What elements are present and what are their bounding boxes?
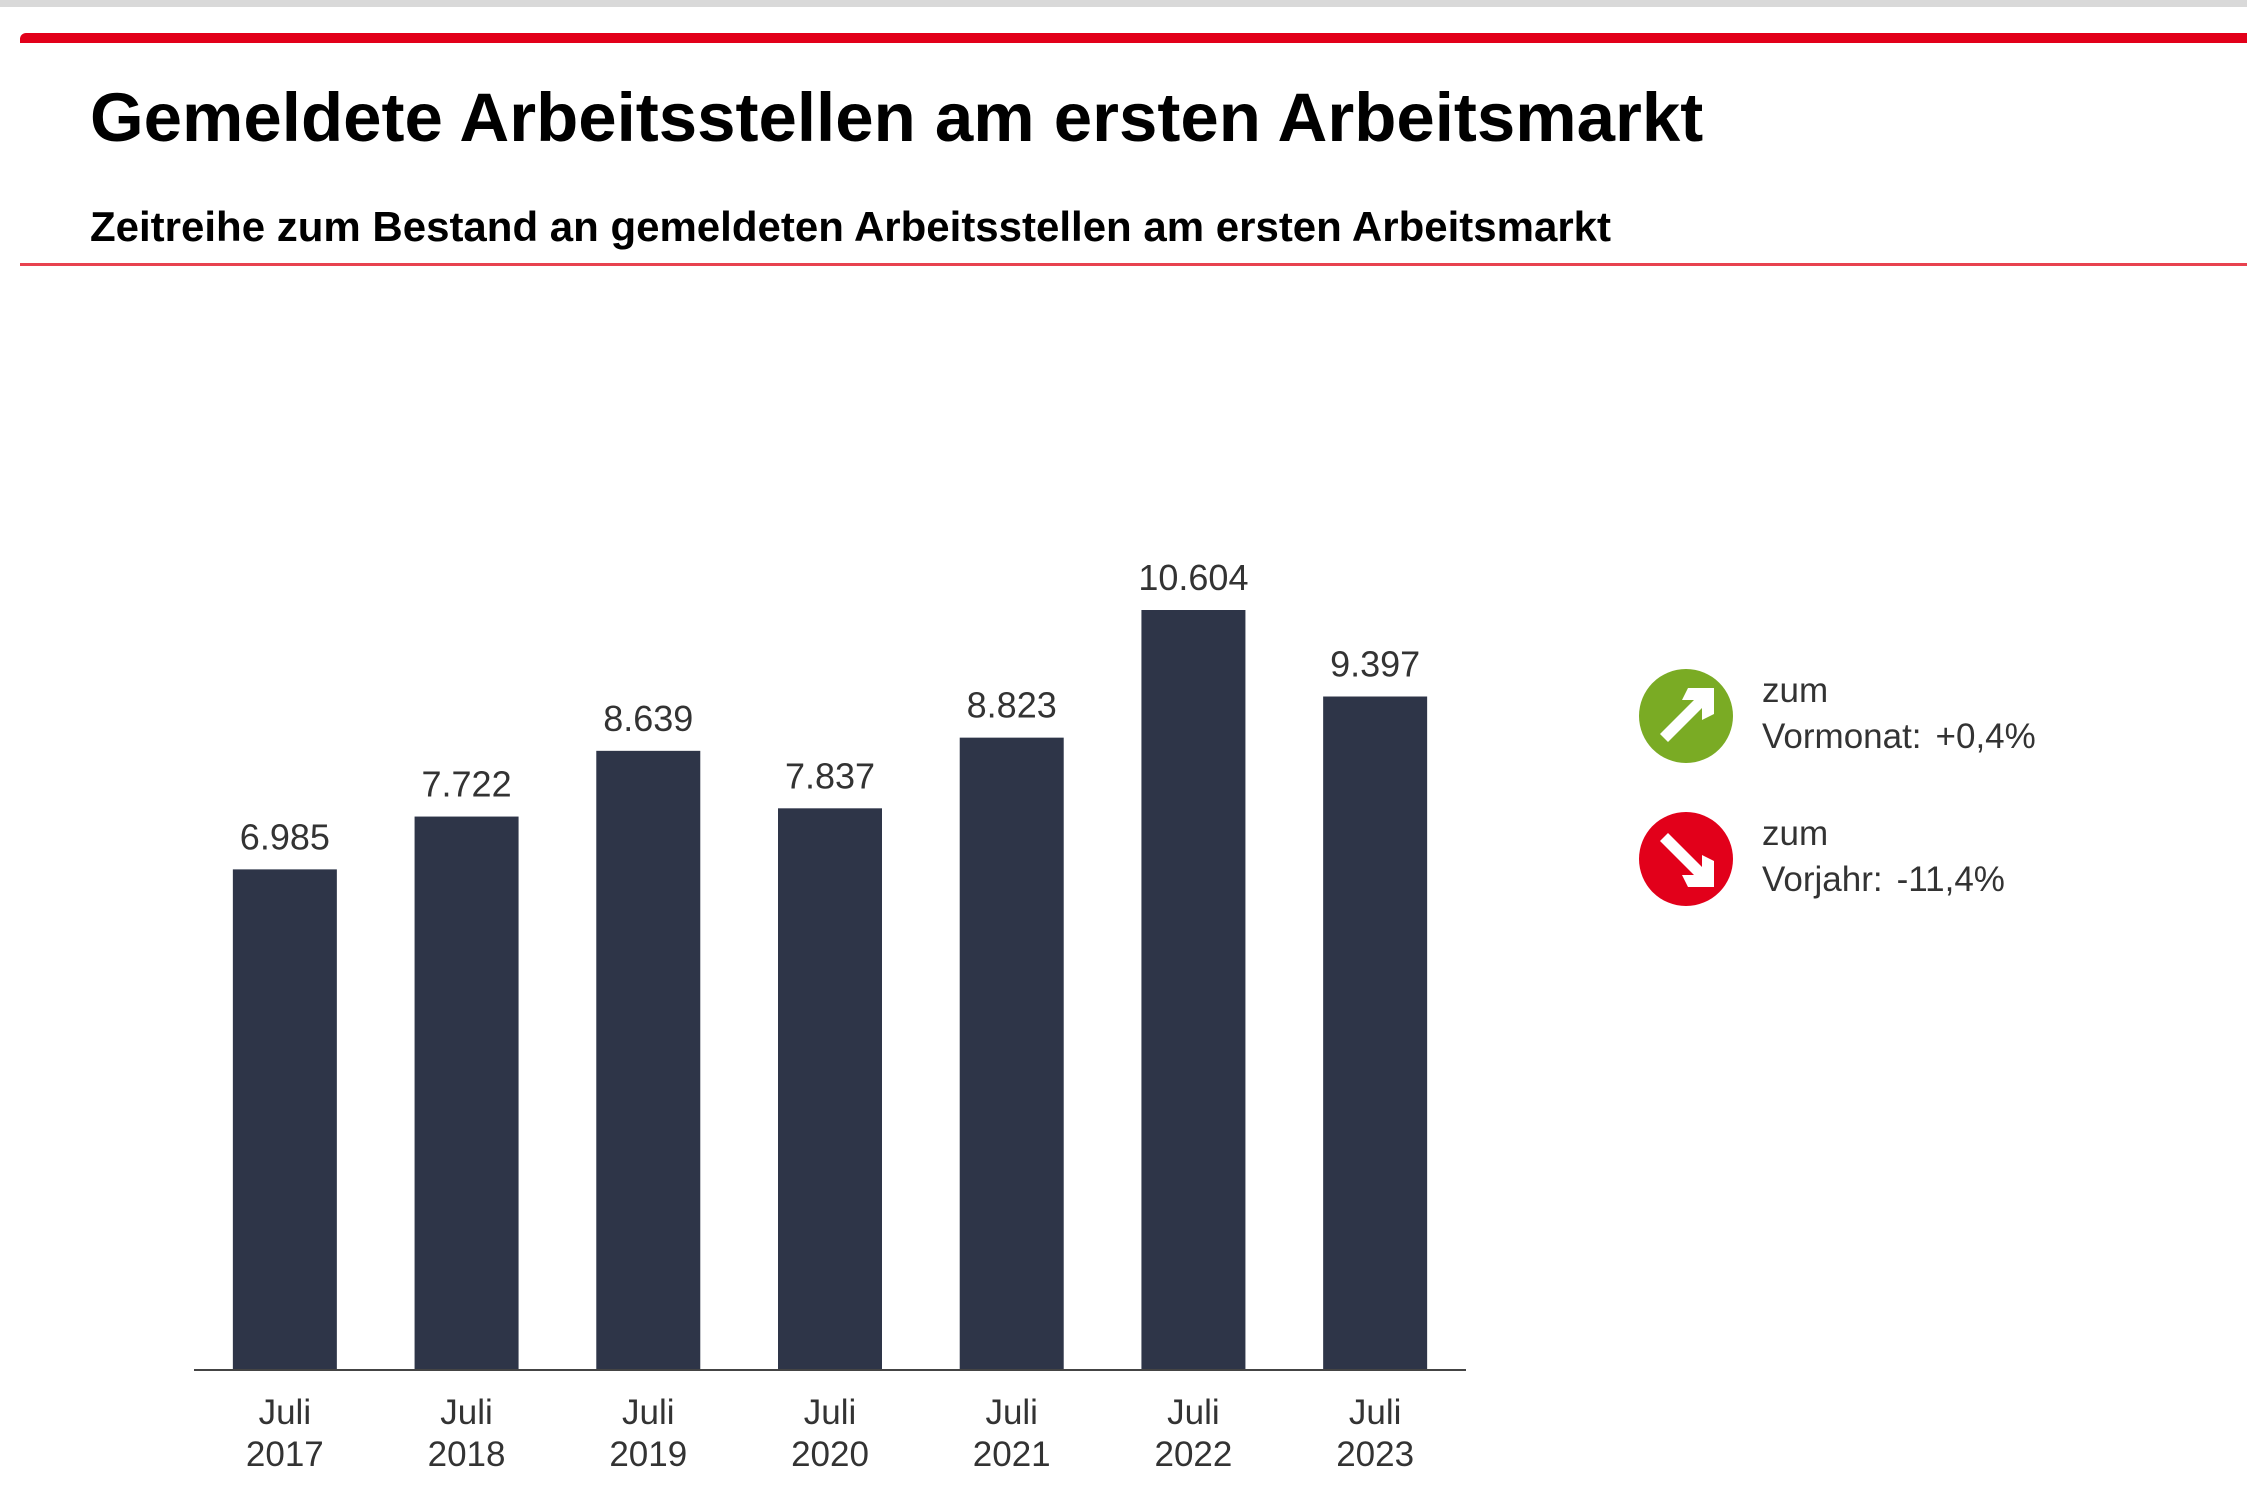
indicator-text: zum Vormonat: +0,4% <box>1762 668 2036 760</box>
x-tick-label-2019: Juli 2019 <box>609 1393 687 1474</box>
bar-2018 <box>414 816 519 1370</box>
x-tick-label-2020: Juli 2020 <box>791 1393 869 1474</box>
bar-2019 <box>596 750 701 1370</box>
value-label-2017: 6.985 <box>240 816 330 857</box>
bar-2017 <box>232 869 337 1370</box>
header-divider <box>20 263 2247 266</box>
bar-2022 <box>1141 610 1246 1370</box>
bar-2023 <box>1323 696 1428 1370</box>
indicator-value: -11,4% <box>1896 860 2005 899</box>
indicator-value: +0,4% <box>1935 717 2036 756</box>
x-tick-label-2023: Juli 2023 <box>1336 1393 1414 1474</box>
bar-2021 <box>959 737 1064 1370</box>
header-accent-bar <box>20 33 2247 43</box>
bar-2020 <box>778 808 882 1370</box>
value-label-2022: 10.604 <box>1138 557 1248 598</box>
indicator-label-line: Vormonat: +0,4% <box>1762 714 2036 760</box>
x-tick-label-2018: Juli 2018 <box>428 1393 506 1474</box>
indicator-vormonat: zum Vormonat: +0,4% <box>1638 668 2198 768</box>
x-tick-labels-layer: Juli 2017 Juli 2018 Juli 2019 Juli 2020 Juli 2021… <box>246 1393 1414 1474</box>
indicator-prefix: zum <box>1762 671 1829 710</box>
value-label-2019: 8.639 <box>603 698 693 739</box>
value-label-2023: 9.397 <box>1330 644 1420 685</box>
x-tick-label-2017: Juli 2017 <box>246 1393 324 1474</box>
indicator-label: Vormonat: <box>1762 717 1922 756</box>
indicator-label-line: Vorjahr: -11,4% <box>1762 857 2005 903</box>
page-title: Gemeldete Arbeitsstellen am ersten Arbei… <box>90 79 1704 156</box>
bars-layer <box>232 610 1428 1370</box>
value-label-2020: 7.837 <box>785 755 875 796</box>
top-border <box>0 0 2247 7</box>
value-label-2021: 8.823 <box>967 685 1057 726</box>
indicator-prefix: zum <box>1762 814 1829 853</box>
x-tick-label-2022: Juli 2022 <box>1154 1393 1232 1474</box>
indicator-label: Vorjahr: <box>1762 860 1883 899</box>
value-labels-layer: 6.985 7.722 8.639 7.837 8.823 10.604 9.397 <box>240 557 1420 857</box>
x-tick-label-2021: Juli 2021 <box>973 1393 1051 1474</box>
indicator-vorjahr: zum Vorjahr: -11,4% <box>1638 811 2198 911</box>
indicator-text: zum Vorjahr: -11,4% <box>1762 811 2005 903</box>
arrow-up-right-icon <box>1639 669 1733 763</box>
page-subtitle: Zeitreihe zum Bestand an gemeldeten Arbe… <box>90 203 1612 250</box>
value-label-2018: 7.722 <box>422 764 512 805</box>
arrow-down-right-icon <box>1639 812 1733 906</box>
